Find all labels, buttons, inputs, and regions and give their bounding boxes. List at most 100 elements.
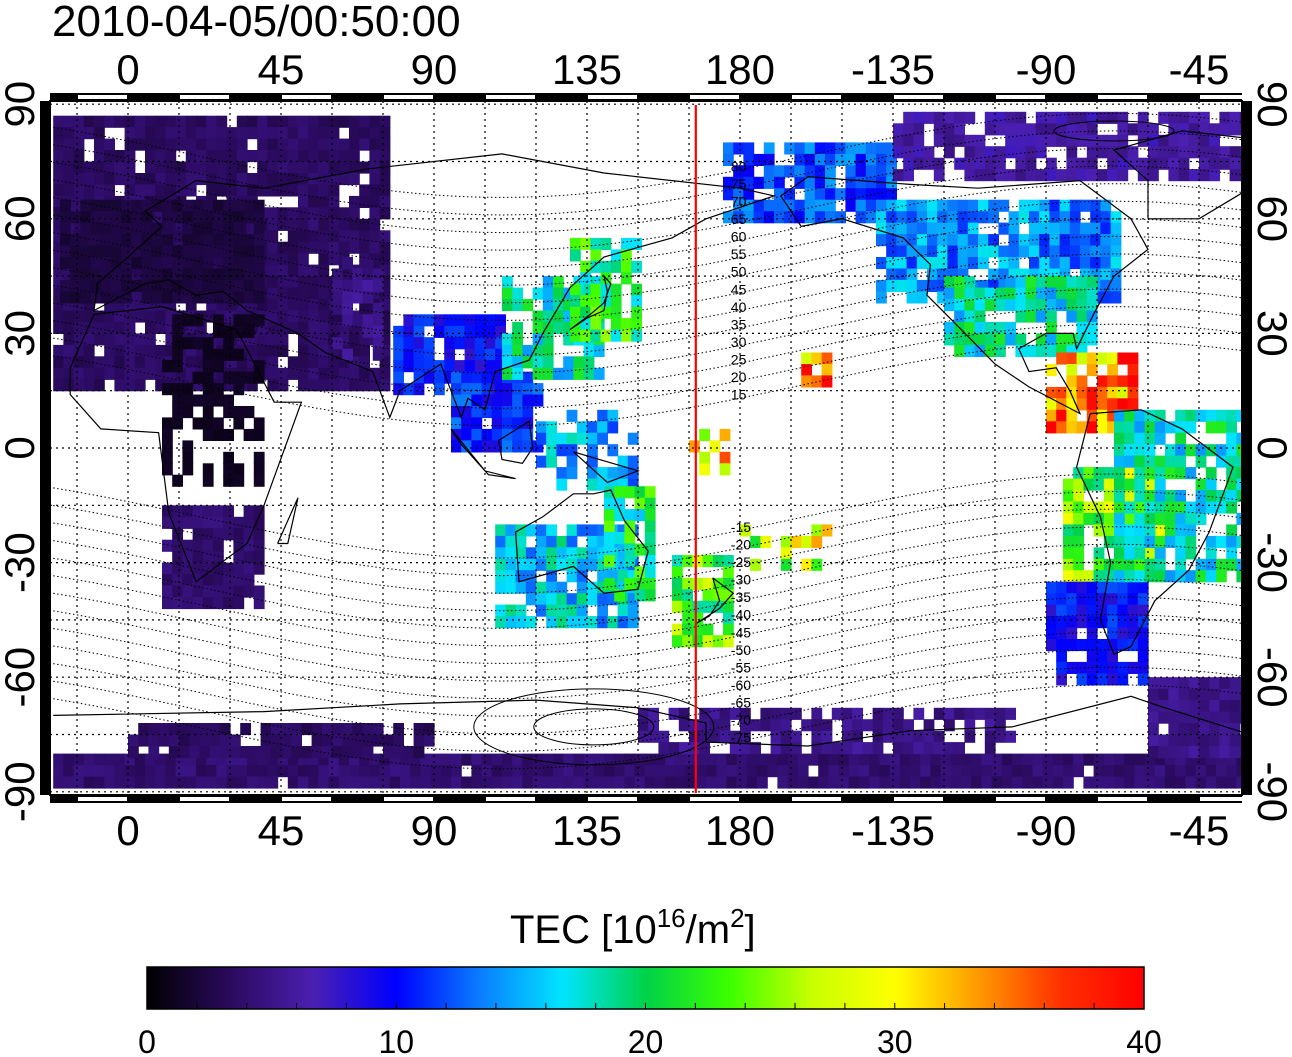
tec-cell — [124, 753, 136, 766]
tec-cell — [723, 153, 734, 166]
tec-cell — [624, 765, 636, 778]
tec-cell — [831, 742, 843, 755]
tec-cell — [692, 635, 704, 648]
tec-cell — [937, 234, 948, 247]
tec-cell — [175, 173, 187, 186]
tec-cell — [223, 199, 234, 212]
tec-cell — [1046, 310, 1057, 323]
tec-cell — [675, 765, 687, 778]
tec-cell — [974, 287, 986, 300]
tec-cell — [682, 589, 693, 602]
tec-cell — [236, 765, 248, 778]
tec-cell — [954, 299, 965, 312]
tec-cell — [172, 551, 183, 564]
tec-cell — [665, 776, 676, 789]
tec-cell — [828, 753, 840, 766]
tec-cell — [746, 765, 758, 778]
lat-tick-label-right: 90 — [1249, 81, 1292, 128]
tec-cell — [172, 562, 183, 575]
tec-cell — [1175, 501, 1186, 514]
tec-cell — [1226, 501, 1237, 514]
tec-cell — [277, 150, 289, 163]
tec-cell — [855, 188, 867, 201]
tec-cell — [821, 364, 833, 377]
tec-cell — [1086, 639, 1098, 652]
tec-cell — [1226, 455, 1237, 468]
tec-cell — [298, 287, 309, 300]
tec-cell — [131, 245, 143, 258]
tec-cell — [172, 574, 183, 587]
coastline — [277, 497, 299, 545]
tec-cell — [291, 734, 302, 747]
tec-cell — [1178, 157, 1190, 170]
tec-cell — [597, 593, 608, 606]
tec-cell — [1154, 501, 1166, 514]
tec-cell — [607, 593, 619, 606]
tec-cell — [1110, 222, 1122, 235]
tec-cell — [740, 730, 751, 743]
tec-cell — [712, 635, 724, 648]
tec-cell — [182, 291, 194, 304]
tec-cell — [1032, 753, 1044, 766]
tec-cell — [287, 765, 299, 778]
tec-cell — [253, 551, 265, 564]
tec-cell — [287, 161, 299, 174]
tec-cell — [678, 707, 690, 720]
tec-cell — [162, 451, 173, 464]
tec-cell — [1236, 570, 1242, 583]
tec-cell — [1239, 700, 1242, 713]
tec-cell — [971, 776, 982, 789]
tec-cell — [298, 753, 309, 766]
tec-cell — [1107, 593, 1118, 606]
tec-cell — [213, 268, 224, 281]
tec-cell — [328, 379, 340, 392]
tec-cell — [134, 765, 146, 778]
tec-cell — [763, 153, 775, 166]
tec-cell — [1090, 245, 1101, 258]
contour-label: 45 — [731, 281, 747, 297]
tec-cell — [1035, 169, 1047, 182]
tec-cell — [702, 589, 714, 602]
tec-cell — [233, 597, 245, 610]
tec-cell — [614, 497, 625, 510]
tec-cell — [1124, 558, 1135, 571]
tec-cell — [298, 276, 309, 289]
tec-cell — [1025, 310, 1037, 323]
tec-cell — [233, 406, 245, 419]
tec-cell — [1165, 753, 1176, 766]
lon-tick-label-top: 90 — [411, 46, 458, 93]
tec-cell — [104, 310, 115, 323]
tec-cell — [729, 707, 741, 720]
tec-cell — [828, 776, 840, 789]
tec-cell — [763, 211, 775, 224]
tec-cell — [505, 604, 517, 617]
tec-cell — [134, 127, 146, 140]
tec-cell — [243, 245, 255, 258]
tec-cell — [267, 287, 279, 300]
tec-cell — [60, 199, 71, 212]
tec-cell — [83, 161, 95, 174]
tec-cell — [53, 218, 64, 231]
tec-cell — [63, 321, 75, 334]
tec-cell — [1073, 535, 1084, 548]
tec-cell — [1236, 765, 1242, 778]
tec-cell — [165, 310, 177, 323]
tec-cell — [277, 241, 289, 254]
tec-cell — [770, 719, 782, 732]
tec-cell — [1080, 222, 1091, 235]
tec-cell — [930, 765, 942, 778]
tec-cell — [349, 776, 360, 789]
tec-cell — [83, 184, 95, 197]
tec-cell — [821, 742, 833, 755]
tec-cell — [957, 257, 969, 270]
tec-cell — [124, 115, 136, 128]
contour-label: 20 — [731, 369, 747, 385]
tec-cell — [978, 257, 989, 270]
tec-cell — [104, 138, 115, 151]
tec-cell — [522, 417, 534, 430]
tec-cell — [349, 173, 360, 186]
tec-cell — [94, 173, 105, 186]
tec-cell — [1090, 234, 1101, 247]
tec-cell — [209, 734, 221, 747]
tec-cell — [124, 356, 136, 369]
